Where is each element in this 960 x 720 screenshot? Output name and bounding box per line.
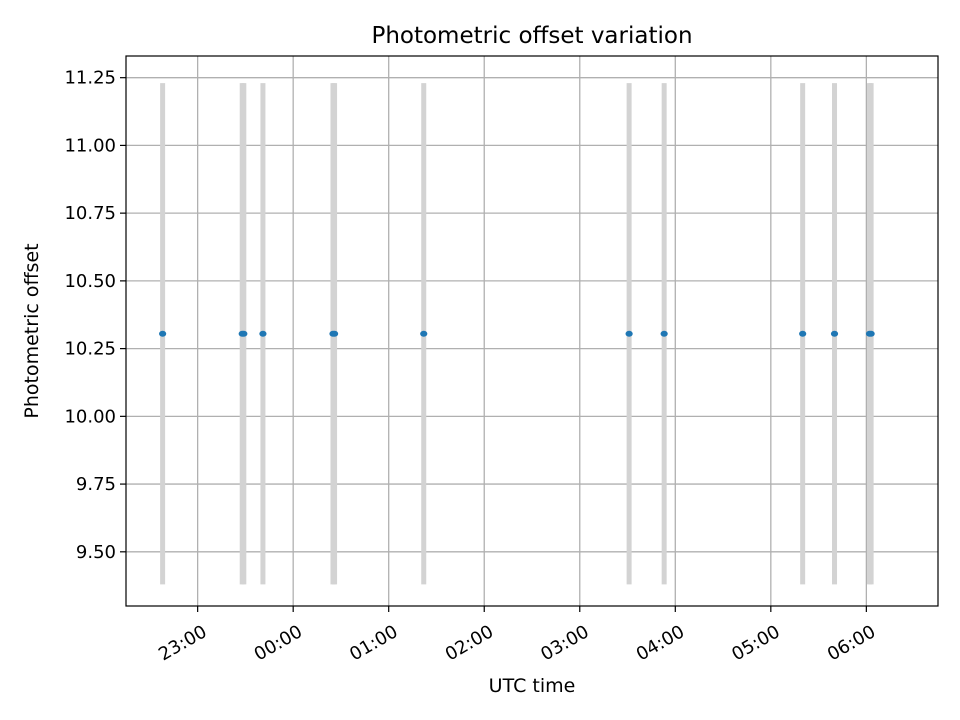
data-point xyxy=(159,330,167,337)
data-point xyxy=(799,330,807,337)
data-point xyxy=(259,330,267,337)
data-points xyxy=(159,330,875,337)
y-tick-label: 10.00 xyxy=(64,406,116,427)
x-axis-title: UTC time xyxy=(489,675,576,697)
data-point xyxy=(240,330,248,337)
y-axis-ticks: 9.50 9.75 10.00 10.25 10.50 10.75 11.00 11.25 xyxy=(64,68,126,563)
data-point xyxy=(660,330,668,337)
data-point xyxy=(330,330,339,337)
y-tick-label: 11.25 xyxy=(64,68,116,89)
y-tick-label: 10.75 xyxy=(64,203,116,224)
y-tick-label: 11.00 xyxy=(64,135,116,156)
y-tick-label: 10.25 xyxy=(64,339,116,360)
plot-area-frame xyxy=(125,55,939,607)
y-tick-label: 9.50 xyxy=(76,542,116,563)
chart-title: Photometric offset variation xyxy=(371,23,692,49)
y-tick-label: 9.75 xyxy=(76,474,116,495)
data-point xyxy=(867,330,875,337)
data-point xyxy=(625,330,633,337)
y-axis-title: Photometric offset xyxy=(21,243,43,418)
y-tick-label: 10.50 xyxy=(64,271,116,292)
data-point xyxy=(830,330,839,337)
data-point xyxy=(420,330,428,337)
